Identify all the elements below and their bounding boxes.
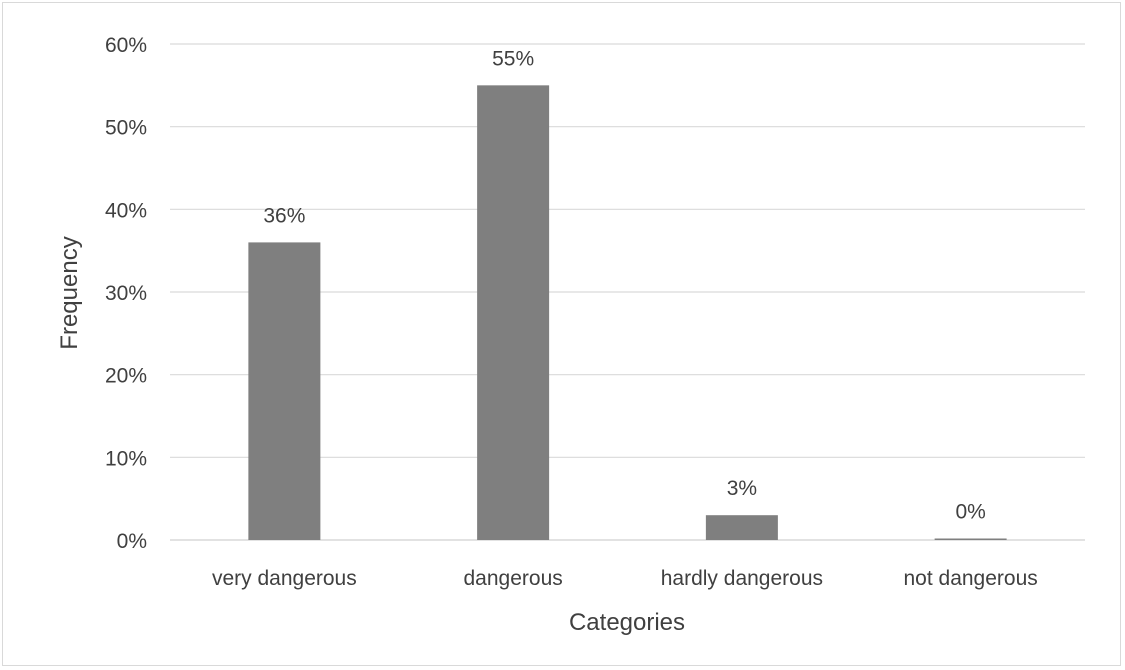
bars	[248, 85, 1007, 540]
x-tick-label: very dangerous	[212, 567, 357, 590]
x-tick-label: not dangerous	[903, 567, 1037, 590]
data-labels: 36% 55% 3% 0%	[263, 47, 985, 523]
data-label: 3%	[727, 477, 757, 500]
y-tick-label: 40%	[105, 199, 147, 222]
y-axis-title: Frequency	[56, 236, 83, 349]
bar-very-dangerous	[248, 242, 321, 540]
y-tick-label: 50%	[105, 117, 147, 140]
x-tick-label: hardly dangerous	[661, 567, 823, 590]
x-axis-title: Categories	[569, 609, 685, 636]
x-axis-tick-labels: very dangerous dangerous hardly dangerous n…	[212, 567, 1038, 590]
y-tick-label: 20%	[105, 365, 147, 388]
y-tick-label: 0%	[117, 530, 147, 553]
y-tick-label: 60%	[105, 34, 147, 57]
data-label: 55%	[492, 47, 534, 70]
data-label: 36%	[263, 204, 305, 227]
data-label: 0%	[955, 501, 985, 524]
bar-not-dangerous	[934, 538, 1007, 540]
y-axis-tick-labels: 0% 10% 20% 30% 40% 50% 60%	[105, 34, 147, 553]
y-tick-label: 30%	[105, 282, 147, 305]
x-tick-label: dangerous	[464, 567, 563, 590]
bar-dangerous	[477, 85, 550, 540]
gridlines	[170, 43, 1085, 541]
y-tick-label: 10%	[105, 447, 147, 470]
bar-hardly-dangerous	[705, 515, 778, 540]
